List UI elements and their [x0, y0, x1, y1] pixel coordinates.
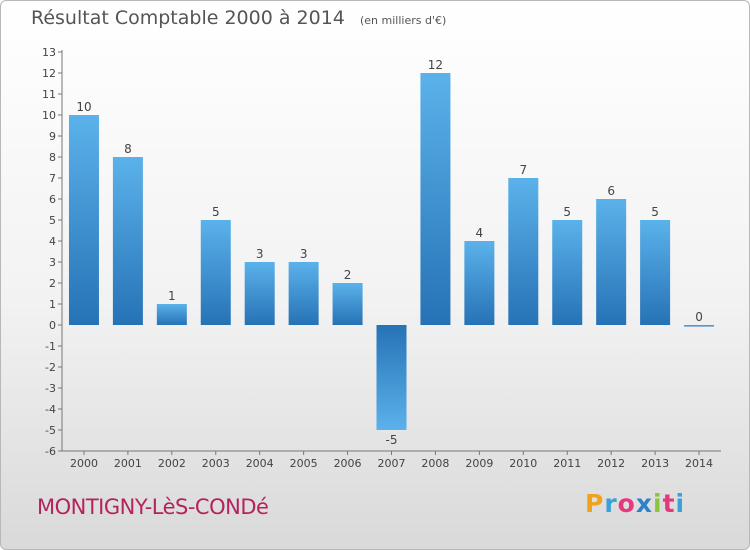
bar-2014 — [684, 325, 715, 327]
logo-letter: r — [604, 489, 618, 518]
data-label-2013: 5 — [651, 205, 659, 219]
data-label-2001: 8 — [124, 142, 132, 156]
data-label-2006: 2 — [344, 268, 352, 282]
proxiti-logo: Proxiti — [585, 489, 685, 518]
data-label-2012: 6 — [607, 184, 615, 198]
x-tick-label: 2008 — [421, 457, 449, 470]
logo-letter: i — [675, 489, 686, 518]
x-tick-label: 2004 — [246, 457, 274, 470]
bar-2009 — [464, 241, 495, 325]
x-tick-label: 2001 — [114, 457, 142, 470]
bar-2013 — [640, 220, 671, 325]
bar-2007 — [376, 325, 407, 430]
bar-2012 — [596, 199, 627, 325]
data-label-2011: 5 — [563, 205, 571, 219]
data-label-2004: 3 — [256, 247, 264, 261]
bar-2000 — [68, 115, 99, 325]
data-labels: 10 8 1 5 3 3 2 -5 12 4 7 5 6 5 0 — [76, 58, 703, 447]
y-tick-label: 1 — [49, 298, 56, 311]
y-tick-label: -6 — [45, 445, 56, 458]
y-tick-label: 9 — [49, 130, 56, 143]
y-tick-label: -5 — [45, 424, 56, 437]
y-tick-label: 0 — [49, 319, 56, 332]
y-tick-label: 3 — [49, 256, 56, 269]
chart-title: Résultat Comptable 2000 à 2014 — [31, 7, 345, 29]
data-label-2005: 3 — [300, 247, 308, 261]
bar-2011 — [552, 220, 583, 325]
x-tick-label: 2000 — [70, 457, 98, 470]
x-tick-label: 2010 — [509, 457, 537, 470]
x-tick-label: 2005 — [290, 457, 318, 470]
x-tick-label: 2002 — [158, 457, 186, 470]
data-label-2009: 4 — [476, 226, 484, 240]
logo-letter: x — [635, 489, 653, 518]
y-tick-label: -4 — [45, 403, 56, 416]
y-tick-label: 11 — [42, 88, 56, 101]
x-tick-label: 2013 — [641, 457, 669, 470]
logo-letter: o — [617, 489, 636, 518]
bar-2006 — [332, 283, 363, 325]
y-tick-label: 8 — [49, 151, 56, 164]
bar-2005 — [288, 262, 319, 325]
y-tick-label: -2 — [45, 361, 56, 374]
data-label-2002: 1 — [168, 289, 176, 303]
x-tick-label: 2007 — [378, 457, 406, 470]
data-label-2008: 12 — [428, 58, 443, 72]
x-axis: 2000 2001 2002 2003 2004 2005 2006 2007 2008 2009… — [62, 450, 721, 470]
data-label-2003: 5 — [212, 205, 220, 219]
y-tick-label: 4 — [49, 235, 56, 248]
y-tick-label: 7 — [49, 172, 56, 185]
logo-letter: i — [653, 489, 663, 518]
bars — [68, 73, 715, 430]
bar-2001 — [112, 157, 143, 325]
x-tick-label: 2003 — [202, 457, 230, 470]
bar-2004 — [244, 262, 275, 325]
data-label-2014: 0 — [695, 310, 703, 324]
data-label-2010: 7 — [519, 163, 527, 177]
x-tick-label: 2014 — [685, 457, 713, 470]
bar-2003 — [200, 220, 231, 325]
y-tick-label: -1 — [45, 340, 56, 353]
chart-subtitle: (en milliers d'€) — [359, 14, 447, 27]
bar-2010 — [508, 178, 539, 325]
y-tick-label: -3 — [45, 382, 56, 395]
data-label-2000: 10 — [76, 100, 91, 114]
logo-letter: t — [662, 489, 676, 518]
bar-2002 — [156, 304, 187, 325]
y-tick-label: 13 — [42, 46, 56, 59]
y-tick-label: 5 — [49, 214, 56, 227]
commune-name: MONTIGNY-LèS-CONDé — [37, 495, 269, 519]
y-tick-label: 6 — [49, 193, 56, 206]
logo-letter: P — [585, 489, 605, 518]
y-tick-label: 2 — [49, 277, 56, 290]
y-tick-label: 10 — [42, 109, 56, 122]
bar-2008 — [420, 73, 451, 325]
x-tick-label: 2006 — [334, 457, 362, 470]
x-tick-label: 2012 — [597, 457, 625, 470]
x-tick-label: 2011 — [553, 457, 581, 470]
y-tick-label: 12 — [42, 67, 56, 80]
x-tick-label: 2009 — [465, 457, 493, 470]
data-label-2007: -5 — [386, 433, 398, 447]
title-line: Résultat Comptable 2000 à 2014 (en milli… — [31, 7, 446, 29]
